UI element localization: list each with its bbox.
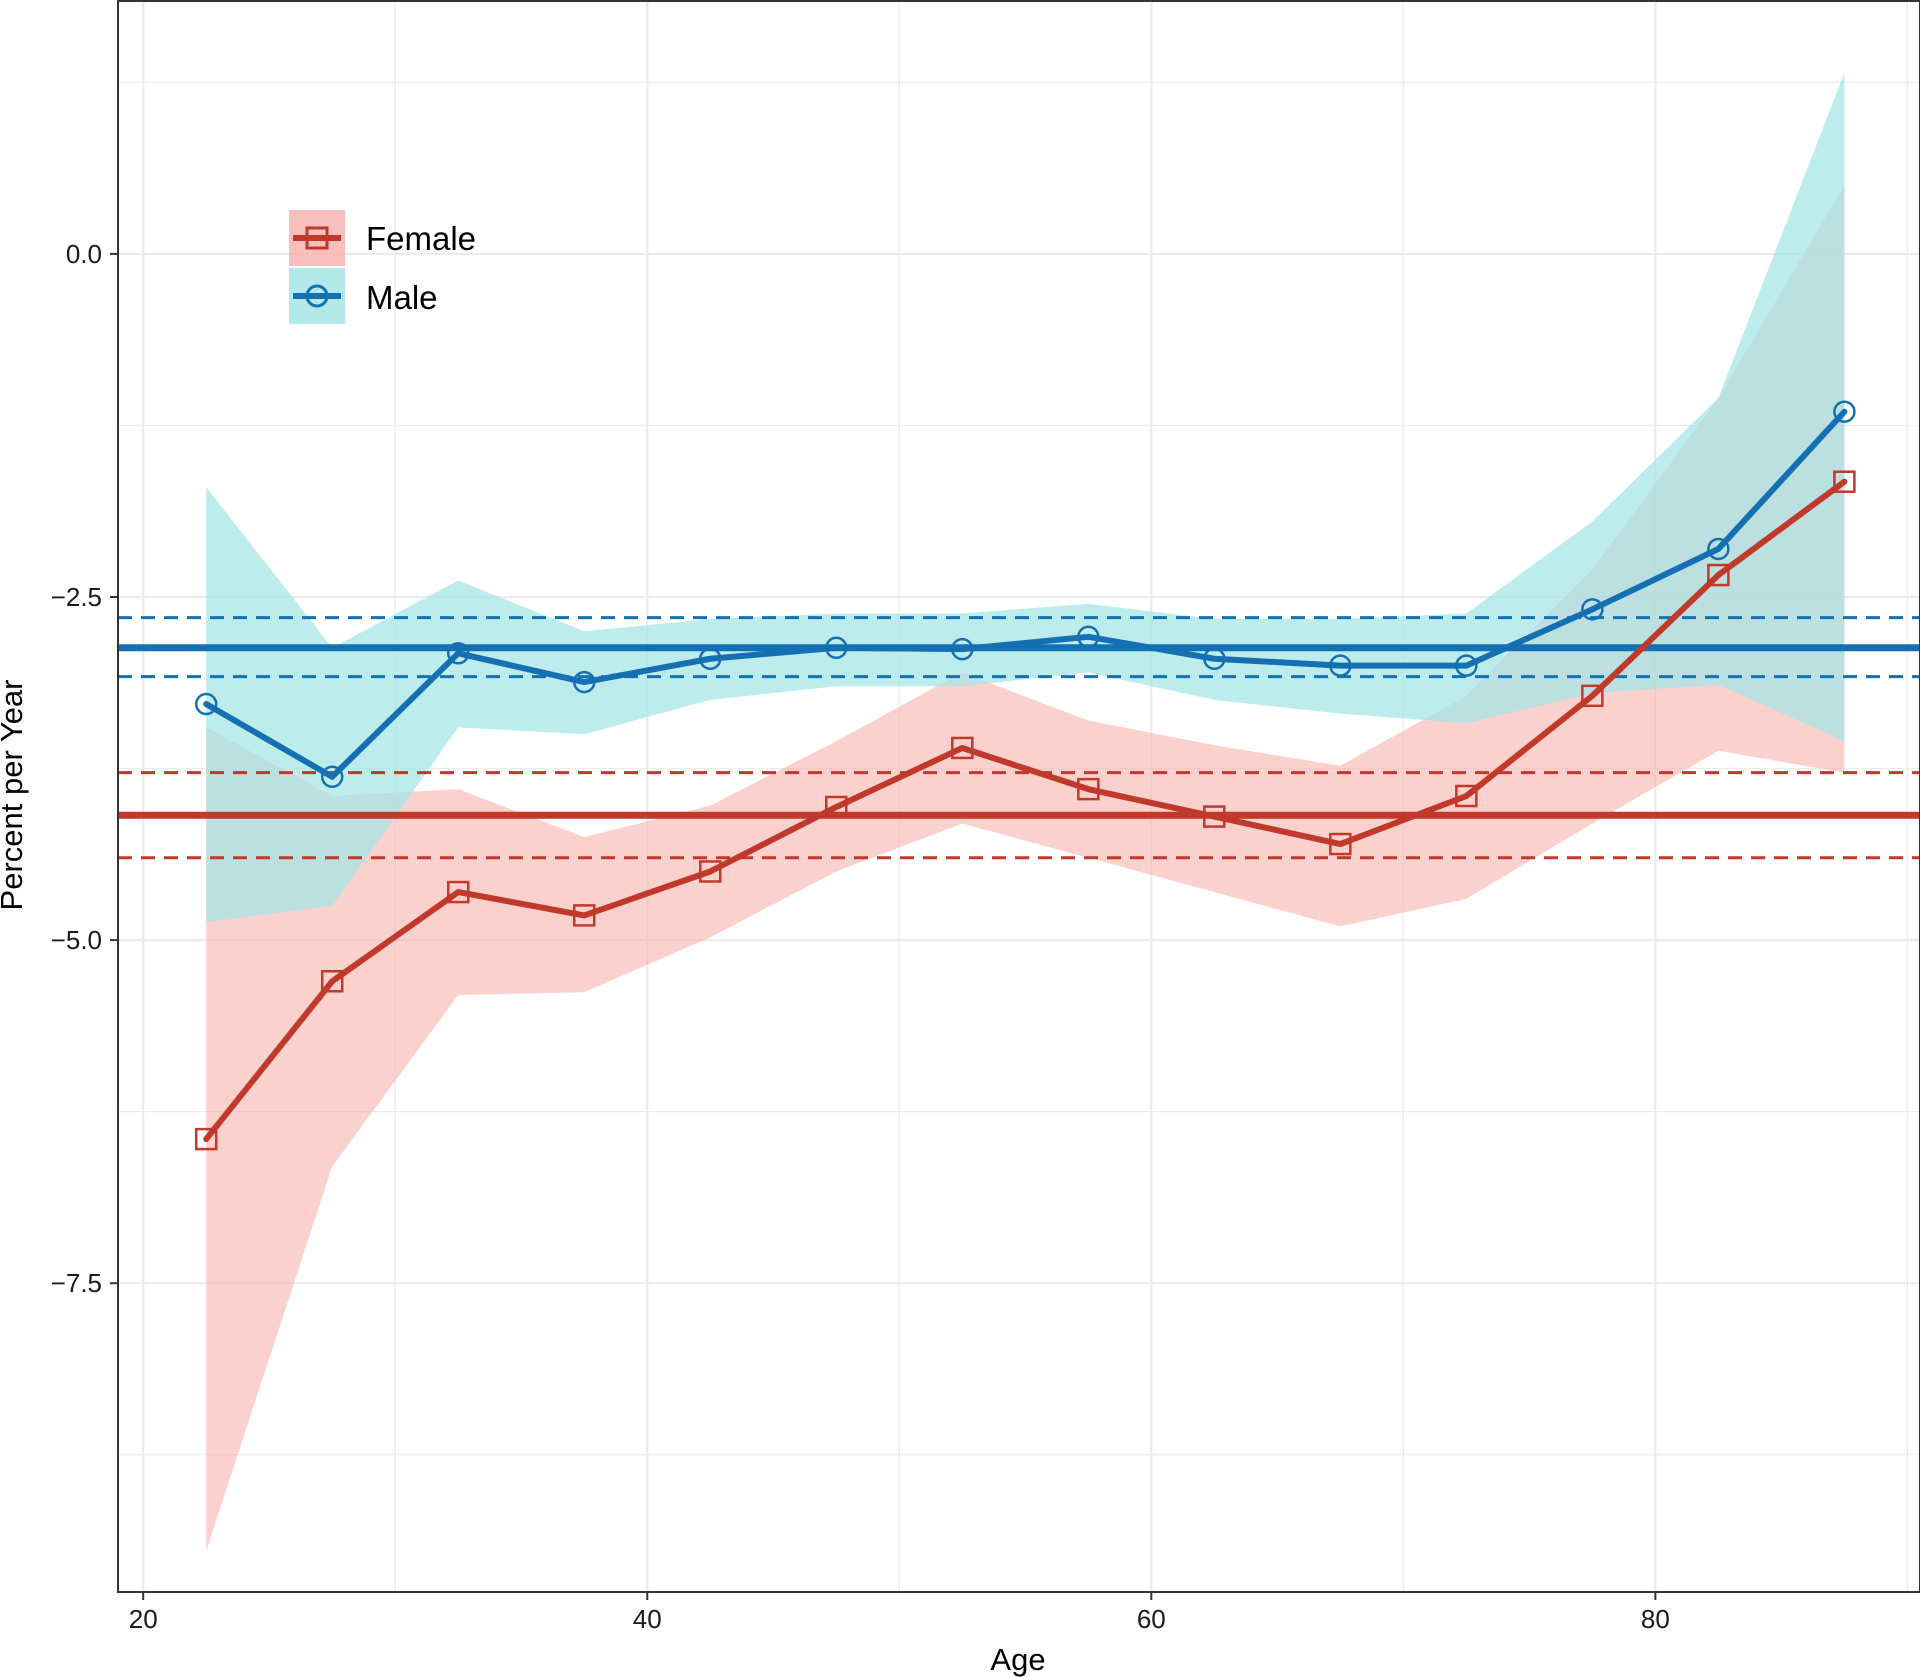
data-point-female <box>1203 805 1226 828</box>
data-point-male <box>194 692 218 716</box>
data-point-male <box>1707 537 1730 561</box>
legend-label-male: Male <box>366 279 438 316</box>
x-tick-label: 20 <box>129 1604 158 1634</box>
data-point-male <box>1077 625 1100 649</box>
panel-border <box>117 0 1920 1593</box>
x-tick-label: 40 <box>633 1604 662 1634</box>
data-point-male <box>1203 647 1226 671</box>
band-male <box>206 72 1845 923</box>
data-point-female <box>320 970 344 993</box>
x-axis-title: Age <box>990 1642 1045 1677</box>
data-point-male <box>1455 654 1478 677</box>
data-point-female <box>573 904 596 927</box>
series-lines <box>203 408 1848 1143</box>
data-point-female <box>446 880 470 904</box>
data-point-female <box>1455 784 1478 808</box>
x-tick-label: 60 <box>1137 1604 1166 1634</box>
series-line-female <box>203 478 1848 1143</box>
data-point-male <box>446 642 470 665</box>
data-point-female <box>1707 563 1730 587</box>
legend-item-male[interactable]: Male <box>289 268 438 324</box>
y-tick-label: −5.0 <box>51 925 102 955</box>
data-point-female <box>699 860 722 883</box>
legend: Female Male <box>289 210 476 324</box>
data-point-male <box>320 765 344 789</box>
legend-label-female: Female <box>366 220 476 257</box>
data-point-male <box>1833 400 1856 423</box>
data-point-female <box>194 1127 218 1151</box>
data-point-female <box>1581 684 1604 708</box>
data-point-male <box>1329 654 1352 677</box>
grid <box>118 0 1920 1592</box>
legend-item-female[interactable]: Female <box>289 210 476 266</box>
data-point-male <box>573 670 596 694</box>
data-point-female <box>1833 470 1856 493</box>
data-point-male <box>951 637 974 661</box>
y-tick-label: 0.0 <box>66 239 102 269</box>
band-female <box>206 185 1845 1551</box>
data-point-male <box>1581 598 1604 621</box>
data-point-female <box>1077 777 1100 801</box>
legend-marker-male <box>305 284 329 308</box>
y-tick-label: −7.5 <box>51 1268 102 1298</box>
axes: 20 40 60 80 0.0 −2.5 −5.0 −7.5 <box>51 239 1670 1634</box>
data-point-male <box>825 636 848 660</box>
data-point-male <box>699 647 722 671</box>
data-point-female <box>1329 832 1352 856</box>
series-line-male <box>203 408 1848 780</box>
series-markers <box>194 400 1856 1151</box>
x-tick-label: 80 <box>1641 1604 1670 1634</box>
mean-lines <box>118 616 1920 860</box>
y-axis-title: Percent per Year <box>0 680 29 911</box>
data-point-female <box>951 736 974 760</box>
legend-marker-female <box>305 226 329 250</box>
data-point-female <box>825 795 848 819</box>
y-tick-label: −2.5 <box>51 582 102 612</box>
confidence-bands <box>206 72 1845 1551</box>
